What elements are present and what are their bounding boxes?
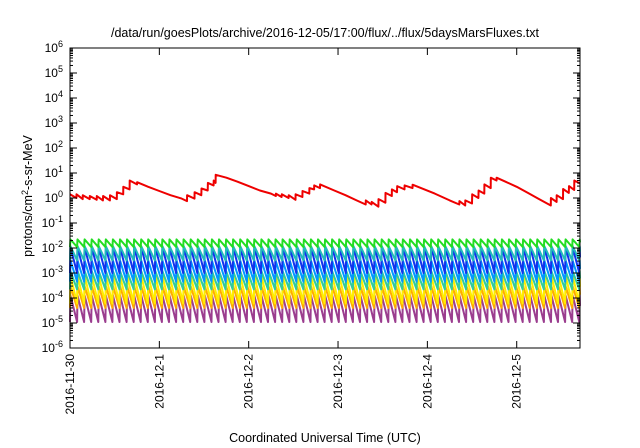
y-tick-label-base: 10 — [45, 141, 59, 155]
y-tick-label-exp: 5 — [58, 64, 63, 74]
y-tick-label: 104 — [45, 89, 63, 105]
y-axis-label-main: protons/cm — [21, 195, 35, 257]
y-tick-label: 100 — [45, 189, 63, 205]
y-tick-label: 10-6 — [42, 339, 63, 355]
y-tick-label-base: 10 — [42, 316, 56, 330]
y-tick-label: 103 — [45, 114, 63, 130]
y-tick-label-base: 10 — [45, 116, 59, 130]
x-tick-label: 2016-12-5 — [510, 354, 524, 409]
x-tick-label: 2016-11-30 — [63, 354, 77, 415]
y-tick-label-exp: 6 — [58, 39, 63, 49]
x-axis-label: Coordinated Universal Time (UTC) — [229, 431, 421, 445]
y-tick-label: 10-2 — [42, 239, 63, 255]
y-tick-label-base: 10 — [45, 66, 59, 80]
y-axis: 10-610-510-410-310-210-11001011021031041… — [42, 39, 580, 355]
y-tick-label-exp: 3 — [58, 114, 63, 124]
y-tick-label: 106 — [45, 39, 63, 55]
y-tick-label: 10-1 — [42, 214, 63, 230]
y-tick-label-exp: -6 — [55, 339, 63, 349]
y-tick-label-exp: -1 — [55, 214, 63, 224]
y-tick-label-exp: 4 — [58, 89, 63, 99]
y-tick-label-base: 10 — [42, 241, 56, 255]
y-tick-label-exp: -5 — [55, 314, 63, 324]
y-tick-label-exp: -2 — [55, 239, 63, 249]
y-tick-label-base: 10 — [42, 266, 56, 280]
y-tick-label-base: 10 — [42, 341, 56, 355]
y-tick-label: 10-3 — [42, 264, 63, 280]
y-tick-label: 101 — [45, 164, 63, 180]
series-layer — [69, 173, 581, 323]
x-tick-label: 2016-12-3 — [331, 354, 345, 409]
series-line — [69, 238, 581, 248]
x-axis: 2016-11-30 2016-12-1 2016-12-2 2016-12-3 201… — [63, 48, 524, 415]
x-tick-label: 2016-12-4 — [420, 354, 434, 409]
y-tick-label: 102 — [45, 139, 63, 155]
y-tick-label-base: 10 — [45, 91, 59, 105]
y-axis-label-rest: -s-sr-MeV — [21, 134, 35, 190]
y-axis-label: protons/cm2-s-sr-MeV — [20, 134, 35, 256]
y-tick-label: 105 — [45, 64, 63, 80]
y-tick-label: 10-4 — [42, 289, 63, 305]
y-tick-label-exp: -4 — [55, 289, 63, 299]
y-tick-label-exp: 2 — [58, 139, 63, 149]
x-tick-label: 2016-12-1 — [152, 354, 166, 409]
y-tick-label-exp: 1 — [58, 164, 63, 174]
y-axis-label-sup: 2 — [20, 190, 30, 195]
y-tick-label-base: 10 — [42, 216, 56, 230]
chart-title: /data/run/goesPlots/archive/2016-12-05/1… — [111, 26, 540, 40]
x-tick-label: 2016-12-2 — [242, 354, 256, 409]
y-tick-label-exp: 0 — [58, 189, 63, 199]
y-tick-label: 10-5 — [42, 314, 63, 330]
series-line — [69, 173, 581, 208]
y-tick-label-base: 10 — [45, 41, 59, 55]
y-tick-label-base: 10 — [45, 191, 59, 205]
y-tick-label-base: 10 — [42, 291, 56, 305]
y-tick-label-base: 10 — [45, 166, 59, 180]
y-tick-label-exp: -3 — [55, 264, 63, 274]
